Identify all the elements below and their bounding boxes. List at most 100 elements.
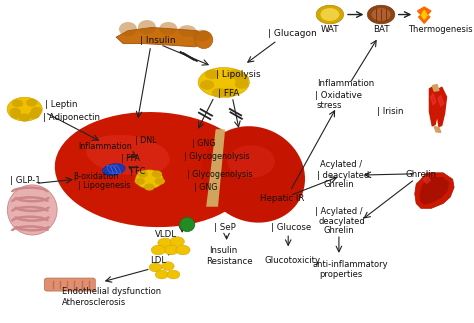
Ellipse shape <box>155 178 165 185</box>
Text: Ghrelin: Ghrelin <box>323 180 354 189</box>
Ellipse shape <box>316 5 344 24</box>
Ellipse shape <box>136 170 163 189</box>
Ellipse shape <box>367 5 395 24</box>
Ellipse shape <box>178 25 196 37</box>
Text: Acylated /: Acylated / <box>320 160 362 169</box>
Text: Resistance: Resistance <box>206 257 253 266</box>
Text: | GNG: | GNG <box>194 183 218 192</box>
Polygon shape <box>423 176 430 183</box>
Polygon shape <box>418 7 431 23</box>
Ellipse shape <box>205 69 219 79</box>
Text: | Glycogenolysis: | Glycogenolysis <box>187 170 253 179</box>
Text: | GNG: | GNG <box>192 139 216 148</box>
Text: anti-inflammatory: anti-inflammatory <box>313 260 389 269</box>
Polygon shape <box>206 129 225 207</box>
Ellipse shape <box>135 178 145 185</box>
Ellipse shape <box>9 108 21 116</box>
Ellipse shape <box>180 217 195 232</box>
Text: Endothelial dysfunction: Endothelial dysfunction <box>62 287 161 296</box>
Text: | deacylated: | deacylated <box>317 171 369 180</box>
Text: LDL: LDL <box>150 255 166 265</box>
Text: | FC: | FC <box>130 167 146 176</box>
Text: Ghrelin: Ghrelin <box>323 226 354 235</box>
Ellipse shape <box>228 69 243 79</box>
Ellipse shape <box>192 30 210 41</box>
FancyBboxPatch shape <box>45 278 95 291</box>
Text: BAT: BAT <box>373 25 389 34</box>
Ellipse shape <box>164 245 178 255</box>
Text: | Glycogenolysis: | Glycogenolysis <box>184 152 249 161</box>
Ellipse shape <box>320 8 339 21</box>
Text: Inflammation: Inflammation <box>318 79 375 89</box>
Ellipse shape <box>152 171 162 178</box>
Text: deacylated: deacylated <box>319 217 365 226</box>
Ellipse shape <box>221 88 236 98</box>
Polygon shape <box>116 27 209 47</box>
Ellipse shape <box>138 20 156 34</box>
Ellipse shape <box>202 126 305 223</box>
Ellipse shape <box>198 68 249 97</box>
Ellipse shape <box>19 114 30 121</box>
Text: | FFA: | FFA <box>218 89 239 98</box>
Ellipse shape <box>235 79 249 89</box>
Polygon shape <box>437 87 447 127</box>
Ellipse shape <box>86 135 170 175</box>
Ellipse shape <box>7 97 42 121</box>
Ellipse shape <box>200 80 214 90</box>
Text: | Leptin: | Leptin <box>45 100 78 109</box>
Ellipse shape <box>155 270 168 279</box>
Ellipse shape <box>212 88 226 98</box>
Ellipse shape <box>372 8 391 21</box>
Ellipse shape <box>10 111 22 119</box>
Ellipse shape <box>26 99 37 107</box>
Text: β-oxidation: β-oxidation <box>73 172 119 181</box>
Text: | DNL: | DNL <box>135 136 156 145</box>
Ellipse shape <box>228 145 275 178</box>
Text: properties: properties <box>319 270 363 279</box>
Polygon shape <box>438 95 444 107</box>
Polygon shape <box>421 10 427 19</box>
Text: Thermogenesis: Thermogenesis <box>409 25 473 34</box>
Ellipse shape <box>144 183 155 191</box>
Ellipse shape <box>167 270 180 279</box>
Text: | Lipogenesis: | Lipogenesis <box>78 181 131 190</box>
Text: Ghrelin: Ghrelin <box>405 170 437 179</box>
Polygon shape <box>432 85 439 91</box>
Text: | Glucagon: | Glucagon <box>268 29 317 38</box>
Polygon shape <box>434 127 441 132</box>
Text: Hepatic IR: Hepatic IR <box>260 194 304 203</box>
Text: | Acylated /: | Acylated / <box>315 207 363 216</box>
Ellipse shape <box>137 171 148 178</box>
Ellipse shape <box>31 107 42 115</box>
Text: | Irisin: | Irisin <box>377 107 403 116</box>
Text: VLDL: VLDL <box>155 230 176 239</box>
Ellipse shape <box>195 31 213 48</box>
Text: Insulin: Insulin <box>210 246 238 255</box>
Text: | FFA: | FFA <box>121 154 140 163</box>
Text: | Lipolysis: | Lipolysis <box>216 70 260 79</box>
Text: Atherosclerosis: Atherosclerosis <box>62 298 126 307</box>
Text: | GLP-1: | GLP-1 <box>10 176 41 185</box>
Text: Inflammation: Inflammation <box>78 142 132 151</box>
Text: | SeP: | SeP <box>214 223 236 232</box>
Ellipse shape <box>161 262 174 271</box>
Text: Glucotoxicity: Glucotoxicity <box>264 255 320 265</box>
Ellipse shape <box>8 185 57 235</box>
Ellipse shape <box>55 112 253 227</box>
Ellipse shape <box>151 245 165 255</box>
Polygon shape <box>429 86 440 126</box>
Polygon shape <box>419 177 449 205</box>
Ellipse shape <box>28 111 40 119</box>
Ellipse shape <box>158 238 172 248</box>
Text: | Glucose: | Glucose <box>271 223 311 232</box>
Ellipse shape <box>149 263 162 272</box>
Ellipse shape <box>12 99 23 107</box>
Ellipse shape <box>159 22 177 35</box>
Ellipse shape <box>170 237 184 246</box>
Text: | Oxidative: | Oxidative <box>315 91 362 100</box>
Ellipse shape <box>119 22 137 36</box>
Text: stress: stress <box>317 101 342 110</box>
Polygon shape <box>430 94 436 105</box>
Text: | Insulin: | Insulin <box>140 36 175 45</box>
Ellipse shape <box>176 245 190 255</box>
